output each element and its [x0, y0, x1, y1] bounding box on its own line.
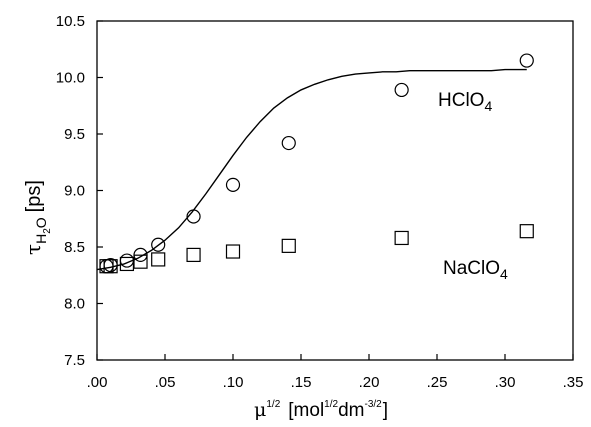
data-markers: [99, 53, 534, 274]
naclo4-point: [394, 230, 409, 246]
naclo4-point: [281, 238, 296, 253]
x-tick-label: .00: [87, 374, 108, 391]
hclo4-point: [394, 82, 409, 98]
hclo4-point: [519, 53, 534, 68]
hclo4-point: [186, 209, 201, 224]
hclo4-point: [151, 237, 166, 252]
naclo4-point: [133, 254, 148, 269]
x-tick-label: .25: [427, 374, 448, 391]
naclo4-point: [519, 224, 534, 239]
naclo4-series-label: NaClO4: [443, 258, 508, 282]
hclo4-point: [281, 135, 296, 151]
y-tick-label: 8.5: [64, 239, 85, 256]
x-axis: .00 .05 .10 .15 .20 .25 .30 .35: [87, 354, 584, 391]
plot-area: [96, 20, 574, 361]
naclo4-point: [119, 256, 135, 272]
y-axis: 7.5 8.0 8.5 9.0 9.5 10.0 10.5: [56, 13, 103, 369]
naclo4-point: [151, 252, 166, 267]
x-tick-label: .10: [223, 374, 244, 391]
x-tick-label: .30: [495, 374, 516, 391]
y-tick-label: 10.5: [56, 13, 85, 30]
y-tick-label: 8.0: [64, 296, 85, 313]
plot-frame: [96, 20, 574, 361]
y-tick-label: 9.5: [64, 126, 85, 143]
naclo4-point: [103, 259, 118, 274]
y-tick-label: 9.0: [64, 183, 85, 200]
y-axis-label: τH2O[ps]: [21, 180, 53, 255]
x-axis-label: μ1/2 [mol1/2dm-3/2]: [254, 399, 388, 421]
hclo4-fit-curve: [96, 68, 527, 271]
naclo4-point: [225, 244, 241, 259]
hclo4-series-label: HClO4: [438, 90, 492, 114]
y-tick-label: 7.5: [64, 352, 85, 369]
x-tick-label: .15: [291, 374, 312, 391]
x-tick-label: .20: [359, 374, 380, 391]
hclo4-point: [225, 177, 241, 192]
x-tick-label: .05: [155, 374, 176, 391]
y-tick-label: 10.0: [56, 70, 85, 87]
naclo4-point: [186, 247, 201, 263]
x-tick-label: .35: [563, 374, 584, 391]
